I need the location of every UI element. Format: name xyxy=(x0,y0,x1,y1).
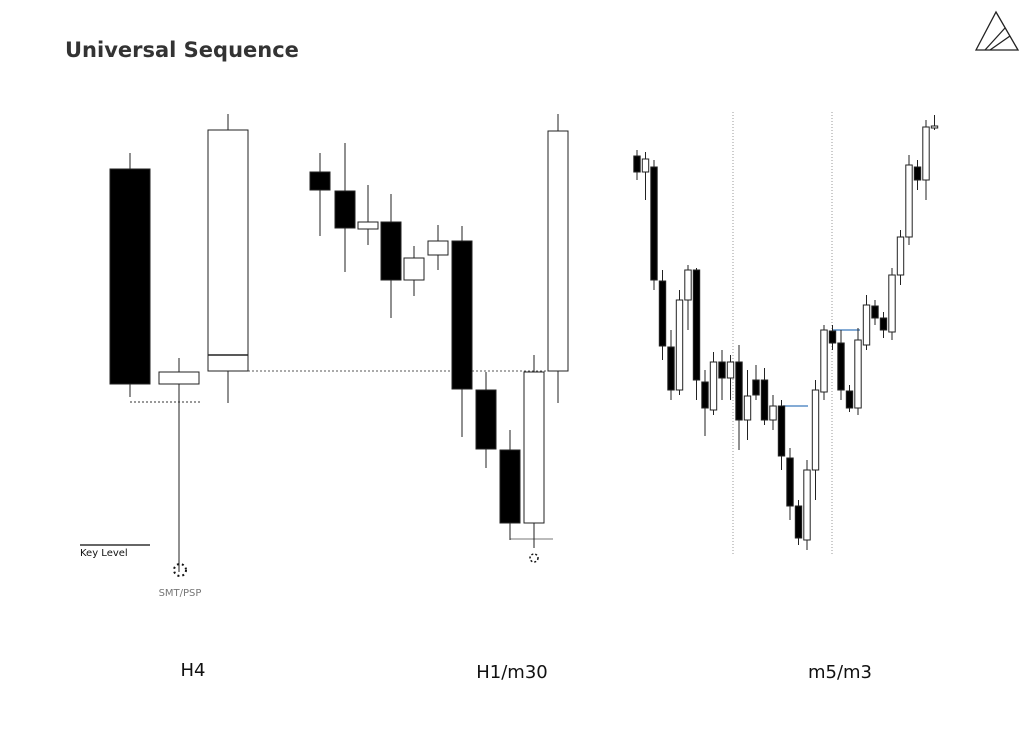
candle-body xyxy=(547,130,569,372)
candle-body xyxy=(879,317,888,331)
candle-body xyxy=(777,405,786,457)
candle-body xyxy=(334,190,356,229)
candle-body xyxy=(451,240,473,390)
candle-body xyxy=(803,469,811,541)
smt-label: SMT/PSP xyxy=(159,588,202,599)
candle-body xyxy=(896,236,905,276)
candle-body xyxy=(207,129,249,372)
candle-body xyxy=(752,379,760,396)
candle-body xyxy=(786,457,794,507)
candle-body xyxy=(760,379,769,421)
candle-body xyxy=(523,371,545,524)
candle-body xyxy=(871,305,879,319)
key-level-label: Key Level xyxy=(80,548,128,559)
smt-marker xyxy=(173,563,187,577)
candle-body xyxy=(930,125,939,129)
candle-body xyxy=(862,304,871,346)
candle-body xyxy=(811,389,820,471)
candle-body xyxy=(845,390,854,409)
candle-body xyxy=(837,342,845,391)
candle-body xyxy=(427,240,449,256)
logo xyxy=(974,10,1020,51)
candle-body xyxy=(709,361,718,411)
candle-body xyxy=(684,269,692,301)
candle-body xyxy=(888,274,896,333)
title: Universal Sequence xyxy=(65,38,299,62)
candles xyxy=(109,114,939,572)
panel-label: H1/m30 xyxy=(476,662,548,683)
candle-body xyxy=(650,166,658,281)
candle-body xyxy=(905,164,913,238)
candle-body xyxy=(380,221,402,281)
candle-body xyxy=(820,329,828,393)
candle-body xyxy=(158,371,200,385)
candle-body xyxy=(641,158,650,173)
candle-body xyxy=(499,449,521,524)
candle-body xyxy=(794,505,803,539)
candle-body xyxy=(658,280,667,347)
candle-body xyxy=(692,269,701,381)
candle-body xyxy=(828,330,837,344)
candle-body xyxy=(475,389,497,450)
panel-label: H4 xyxy=(181,660,206,681)
smt-marker xyxy=(529,553,539,563)
panel-label: m5/m3 xyxy=(808,662,872,683)
candle-body xyxy=(735,361,743,421)
candle-body xyxy=(854,339,862,409)
candle-body xyxy=(701,381,709,409)
candle-body xyxy=(309,171,331,191)
candle-body xyxy=(743,395,752,421)
candle-body xyxy=(667,346,675,391)
candle-body xyxy=(633,155,641,173)
candle-body xyxy=(726,361,735,379)
candle-body xyxy=(922,126,930,181)
candle-body xyxy=(109,168,151,385)
candle-body xyxy=(718,361,726,379)
candle-body xyxy=(913,166,922,181)
candle-body xyxy=(769,405,777,421)
candle-body xyxy=(403,257,425,281)
candle-body xyxy=(675,299,684,391)
candle-body xyxy=(357,221,379,230)
